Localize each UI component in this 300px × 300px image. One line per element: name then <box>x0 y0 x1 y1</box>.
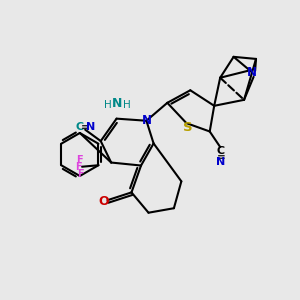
Text: N: N <box>142 114 152 127</box>
Text: H: H <box>104 100 112 110</box>
Text: H: H <box>122 100 130 110</box>
Text: C: C <box>217 146 225 157</box>
Text: N: N <box>247 66 257 79</box>
Text: ≡: ≡ <box>80 122 89 132</box>
Text: S: S <box>183 121 193 134</box>
Text: O: O <box>98 195 109 208</box>
Text: F: F <box>76 155 83 165</box>
Text: N: N <box>216 157 225 167</box>
Text: ≡: ≡ <box>216 152 225 162</box>
Text: F: F <box>77 169 84 179</box>
Text: F: F <box>75 162 82 172</box>
Text: N: N <box>86 122 95 132</box>
Text: N: N <box>112 97 123 110</box>
Text: C: C <box>75 122 83 132</box>
